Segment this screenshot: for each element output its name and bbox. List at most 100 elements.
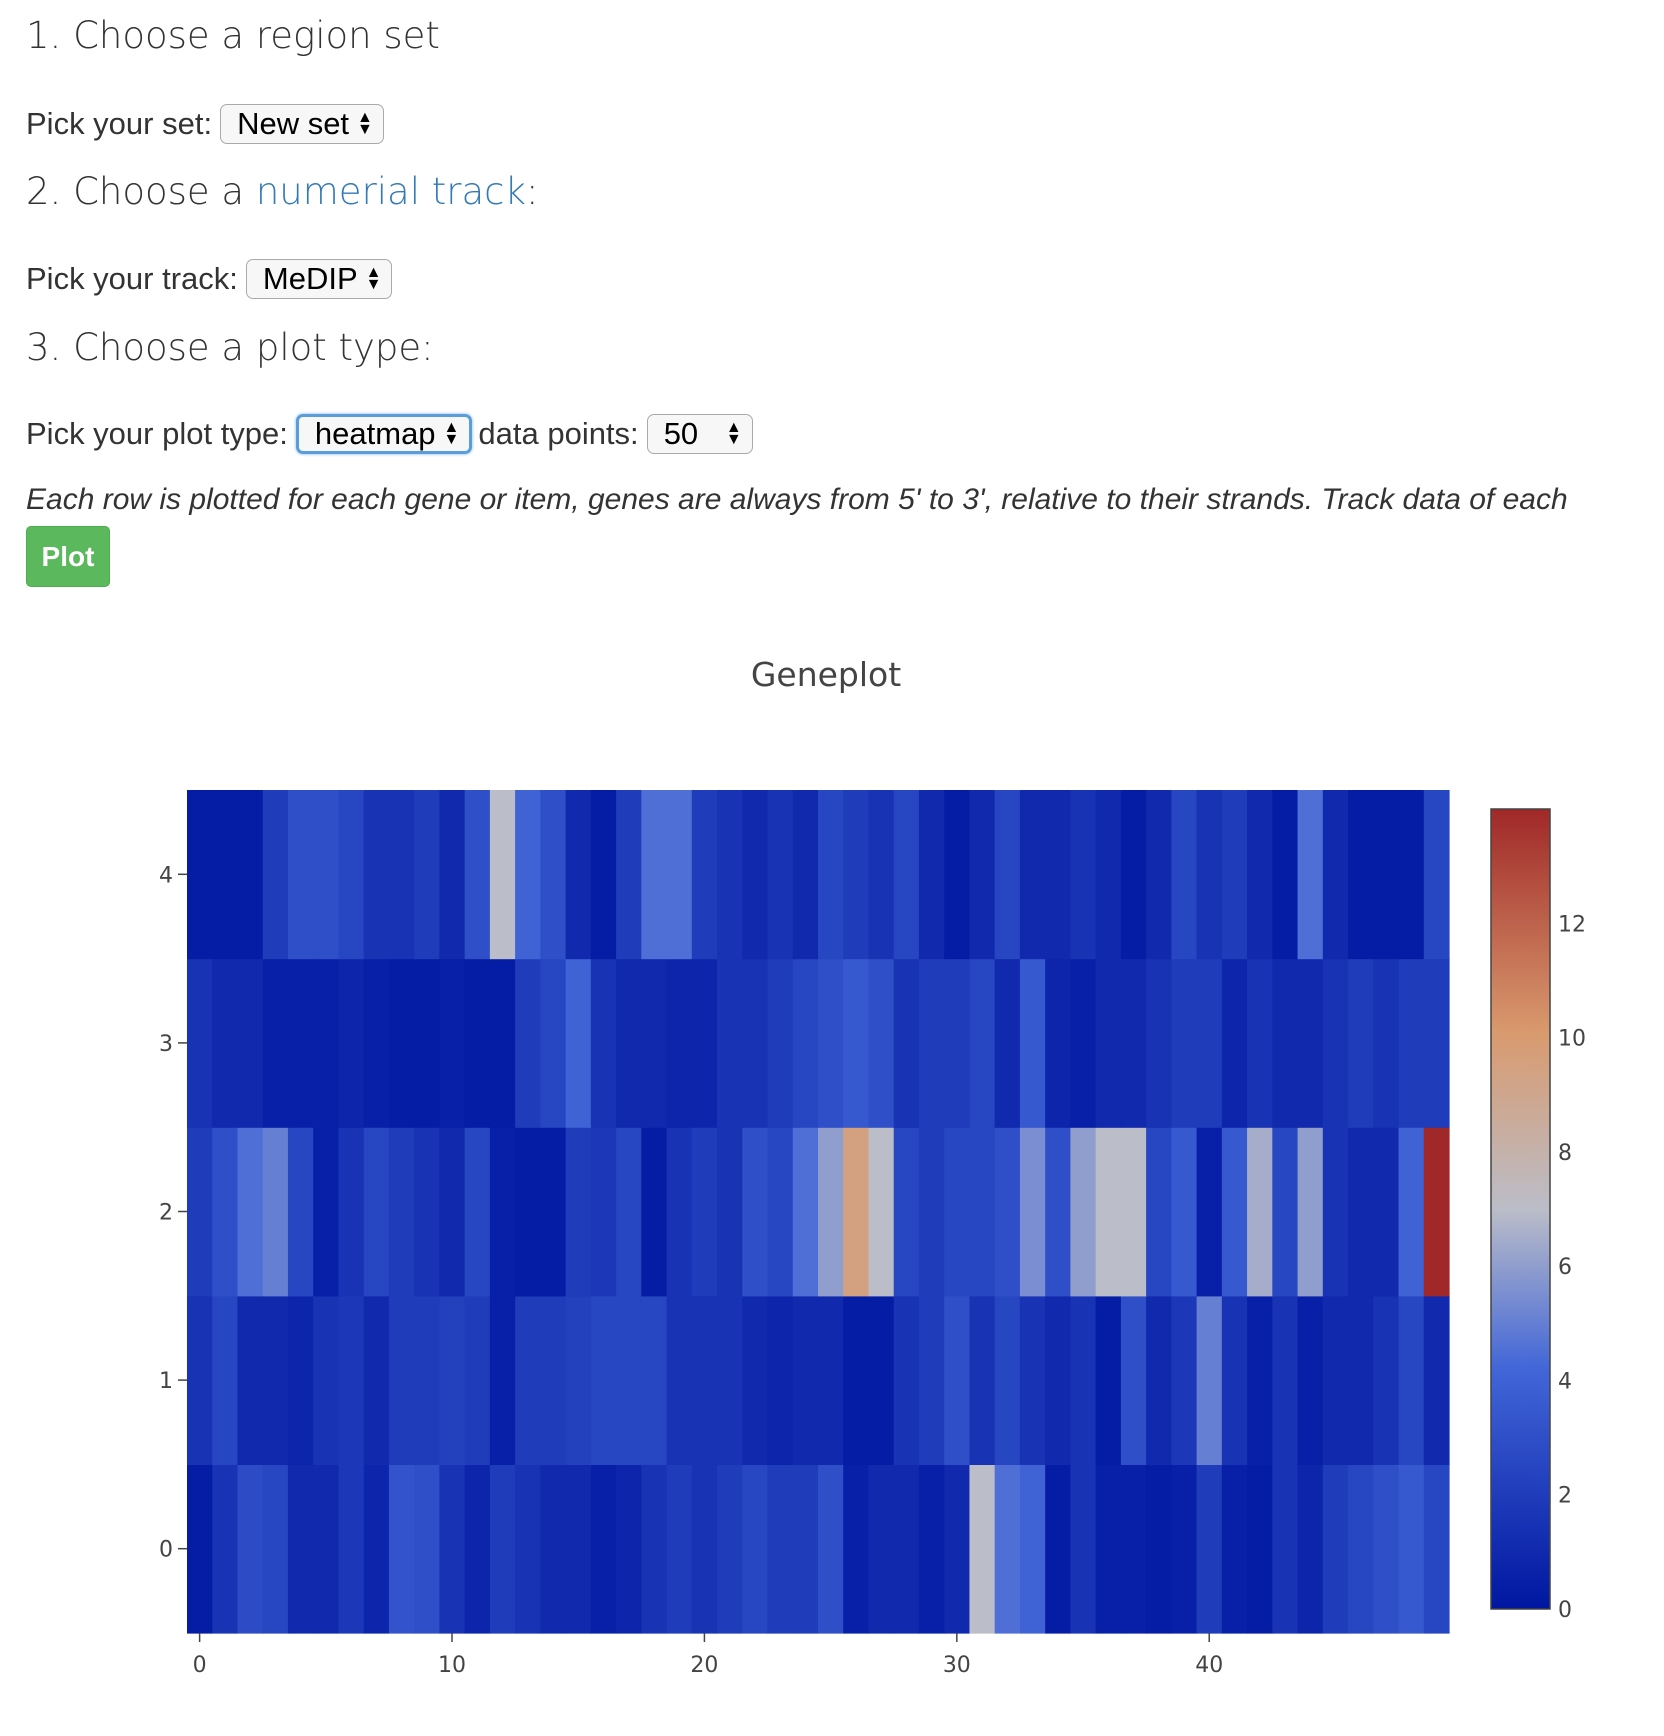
set-row: Pick your set: New set ▲ ▼ <box>26 104 384 144</box>
heatmap-cell <box>187 790 213 960</box>
heatmap-cell <box>262 1464 289 1634</box>
heatmap-cell <box>691 790 718 960</box>
heatmap-cell <box>1423 1464 1450 1634</box>
heatmap-cell <box>666 1464 693 1634</box>
heatmap-cell <box>792 1464 819 1634</box>
track-select[interactable]: MeDIP ▲ ▼ <box>245 259 393 299</box>
heatmap-cell <box>1171 958 1198 1128</box>
heatmap-cell <box>742 1464 769 1634</box>
heatmap-cell <box>918 1127 945 1297</box>
heatmap-cells <box>187 790 1450 1634</box>
plot-type-select[interactable]: heatmap ▲ ▼ <box>295 414 473 454</box>
heatmap-cell <box>237 790 264 960</box>
heatmap-cell <box>1171 1295 1198 1465</box>
heatmap-cell <box>1221 1127 1248 1297</box>
heatmap-cell <box>1120 1464 1147 1634</box>
x-tick-label: 0 <box>193 1653 207 1678</box>
heatmap-cell <box>1398 1127 1425 1297</box>
heatmap-cell <box>918 1295 945 1465</box>
heatmap-cell <box>1423 958 1450 1128</box>
heatmap-cell <box>212 790 239 960</box>
heatmap-cell <box>262 1127 289 1297</box>
heatmap-cell <box>287 1127 314 1297</box>
heatmap-cell <box>944 958 971 1128</box>
y-tick-label: 2 <box>159 1201 173 1226</box>
x-tick-label: 20 <box>690 1653 718 1678</box>
heatmap-cell <box>969 1295 996 1465</box>
heatmap-cell <box>893 790 920 960</box>
heatmap-cell <box>742 958 769 1128</box>
heatmap-cell <box>717 958 743 1128</box>
heatmap-cell <box>565 790 592 960</box>
colorbar-tick-label: 12 <box>1558 912 1586 937</box>
heatmap-cell <box>1019 790 1046 960</box>
chart-title: Geneplot <box>751 655 901 694</box>
heatmap-cell <box>187 1295 213 1465</box>
heatmap-cell <box>742 790 769 960</box>
heatmap-cell <box>414 1295 440 1465</box>
heatmap-cell <box>767 958 794 1128</box>
heatmap-cell <box>1322 790 1349 960</box>
heatmap-cell <box>414 1127 440 1297</box>
heatmap-cell <box>1196 1127 1223 1297</box>
heatmap-cell <box>1297 958 1324 1128</box>
heatmap-cell <box>1398 1464 1425 1634</box>
heatmap-cell <box>1272 1127 1299 1297</box>
heatmap-cell <box>1322 1127 1349 1297</box>
heatmap-cell <box>187 1127 213 1297</box>
heatmap-cell <box>994 1295 1021 1465</box>
heatmap-cell <box>868 1464 895 1634</box>
heatmap-cell <box>262 958 289 1128</box>
heatmap-cell <box>313 1464 340 1634</box>
colorbar-tick-label: 6 <box>1558 1255 1572 1280</box>
heatmap-cell <box>1423 1295 1450 1465</box>
heatmap-cell <box>1070 790 1097 960</box>
heatmap-cell <box>212 958 239 1128</box>
select-arrows-icon: ▲ ▼ <box>357 109 373 138</box>
heatmap-cell <box>515 1127 541 1297</box>
y-axis: 0 1 2 3 4 <box>159 863 187 1563</box>
heatmap-cell <box>792 958 819 1128</box>
heatmap-cell <box>616 1464 642 1634</box>
numerial-track-link[interactable]: numerial track <box>255 170 526 213</box>
heatmap-cell <box>1322 958 1349 1128</box>
plot-button[interactable]: Plot <box>26 526 110 587</box>
heatmap-cell <box>1120 958 1147 1128</box>
heatmap-cell <box>338 790 365 960</box>
heatmap-cell <box>363 958 390 1128</box>
x-axis: 0 10 20 30 40 <box>193 1633 1223 1678</box>
heatmap-cell <box>843 958 870 1128</box>
heatmap-cell <box>540 1464 567 1634</box>
heatmap-cell <box>388 790 415 960</box>
step2-heading: 2. Choose a numerial track: <box>26 170 538 213</box>
heatmap-cell <box>313 958 340 1128</box>
heatmap-cell <box>464 1127 491 1297</box>
heatmap-cell <box>616 958 642 1128</box>
plot-type-value: heatmap <box>314 416 436 451</box>
heatmap-cell <box>641 1127 668 1297</box>
heatmap-cell <box>1272 790 1299 960</box>
heatmap-cell <box>540 958 567 1128</box>
y-tick-label: 0 <box>159 1538 173 1563</box>
heatmap-cell <box>893 1127 920 1297</box>
heatmap-cell <box>1322 1464 1349 1634</box>
heatmap-cell <box>489 1464 516 1634</box>
heatmap-cell <box>590 1127 617 1297</box>
heatmap-cell <box>464 1295 491 1465</box>
heatmap-cell <box>1348 958 1374 1128</box>
data-points-select[interactable]: 50 ▲ ▼ <box>646 414 753 454</box>
heatmap-cell <box>212 1127 239 1297</box>
heatmap-cell <box>515 790 541 960</box>
heatmap-cell <box>767 1464 794 1634</box>
select-arrows-icon: ▲ ▼ <box>365 264 382 293</box>
heatmap-cell <box>818 1295 844 1465</box>
heatmap-cell <box>363 1464 390 1634</box>
heatmap-cell <box>1146 1295 1172 1465</box>
heatmap-cell <box>717 1127 743 1297</box>
region-set-select[interactable]: New set ▲ ▼ <box>220 104 384 144</box>
heatmap-cell <box>944 1127 971 1297</box>
heatmap-cell <box>414 1464 440 1634</box>
heatmap-cell <box>969 958 996 1128</box>
heatmap-cell <box>313 790 340 960</box>
